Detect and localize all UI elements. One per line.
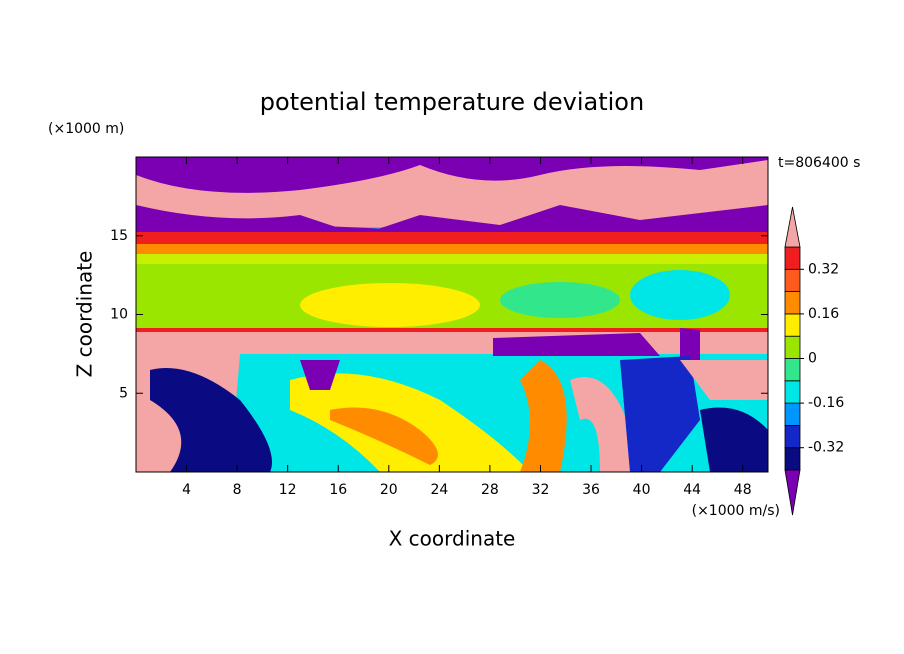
x-tick-label: 8 bbox=[233, 482, 242, 498]
colorbar-tick-label: 0 bbox=[808, 351, 817, 367]
colorbar-box bbox=[784, 402, 801, 426]
x-unit-label: (×1000 m/s) bbox=[692, 503, 780, 519]
x-tick-label: 20 bbox=[380, 482, 398, 498]
x-tick-label: 32 bbox=[532, 482, 550, 498]
x-tick-label: 44 bbox=[683, 482, 701, 498]
x-tick-label: 40 bbox=[633, 482, 651, 498]
colorbar-box bbox=[784, 380, 801, 404]
colorbar-box bbox=[784, 313, 801, 337]
colorbar-over bbox=[784, 206, 801, 248]
colorbar-tick-label: 0.16 bbox=[808, 306, 839, 322]
time-label: t=806400 s bbox=[778, 155, 860, 171]
y-axis-label: Z coordinate bbox=[73, 251, 97, 378]
y-tick-label: 10 bbox=[110, 307, 128, 323]
x-axis-label: X coordinate bbox=[389, 527, 516, 551]
y-tick-label: 15 bbox=[110, 228, 128, 244]
chart-title: potential temperature deviation bbox=[260, 88, 644, 116]
y-unit-label: (×1000 m) bbox=[48, 121, 124, 137]
x-tick-label: 4 bbox=[182, 482, 191, 498]
y-tick-label: 5 bbox=[119, 385, 128, 401]
colorbar-tick-label: -0.16 bbox=[808, 395, 844, 411]
contour-field bbox=[136, 157, 768, 472]
colorbar-tick-label: -0.32 bbox=[808, 440, 844, 456]
x-tick-label: 48 bbox=[734, 482, 752, 498]
colorbar-box bbox=[784, 291, 801, 315]
colorbar-tick-label: 0.32 bbox=[808, 261, 839, 277]
x-tick-label: 36 bbox=[582, 482, 600, 498]
x-tick-label: 16 bbox=[329, 482, 347, 498]
colorbar-box bbox=[784, 335, 801, 359]
colorbar-under bbox=[784, 469, 801, 516]
x-tick-label: 28 bbox=[481, 482, 499, 498]
x-tick-label: 24 bbox=[430, 482, 448, 498]
colorbar-box bbox=[784, 358, 801, 382]
colorbar-box bbox=[784, 268, 801, 292]
colorbar-box bbox=[784, 246, 801, 270]
colorbar-box bbox=[784, 424, 801, 449]
x-tick-label: 12 bbox=[279, 482, 297, 498]
colorbar-box bbox=[784, 447, 801, 471]
